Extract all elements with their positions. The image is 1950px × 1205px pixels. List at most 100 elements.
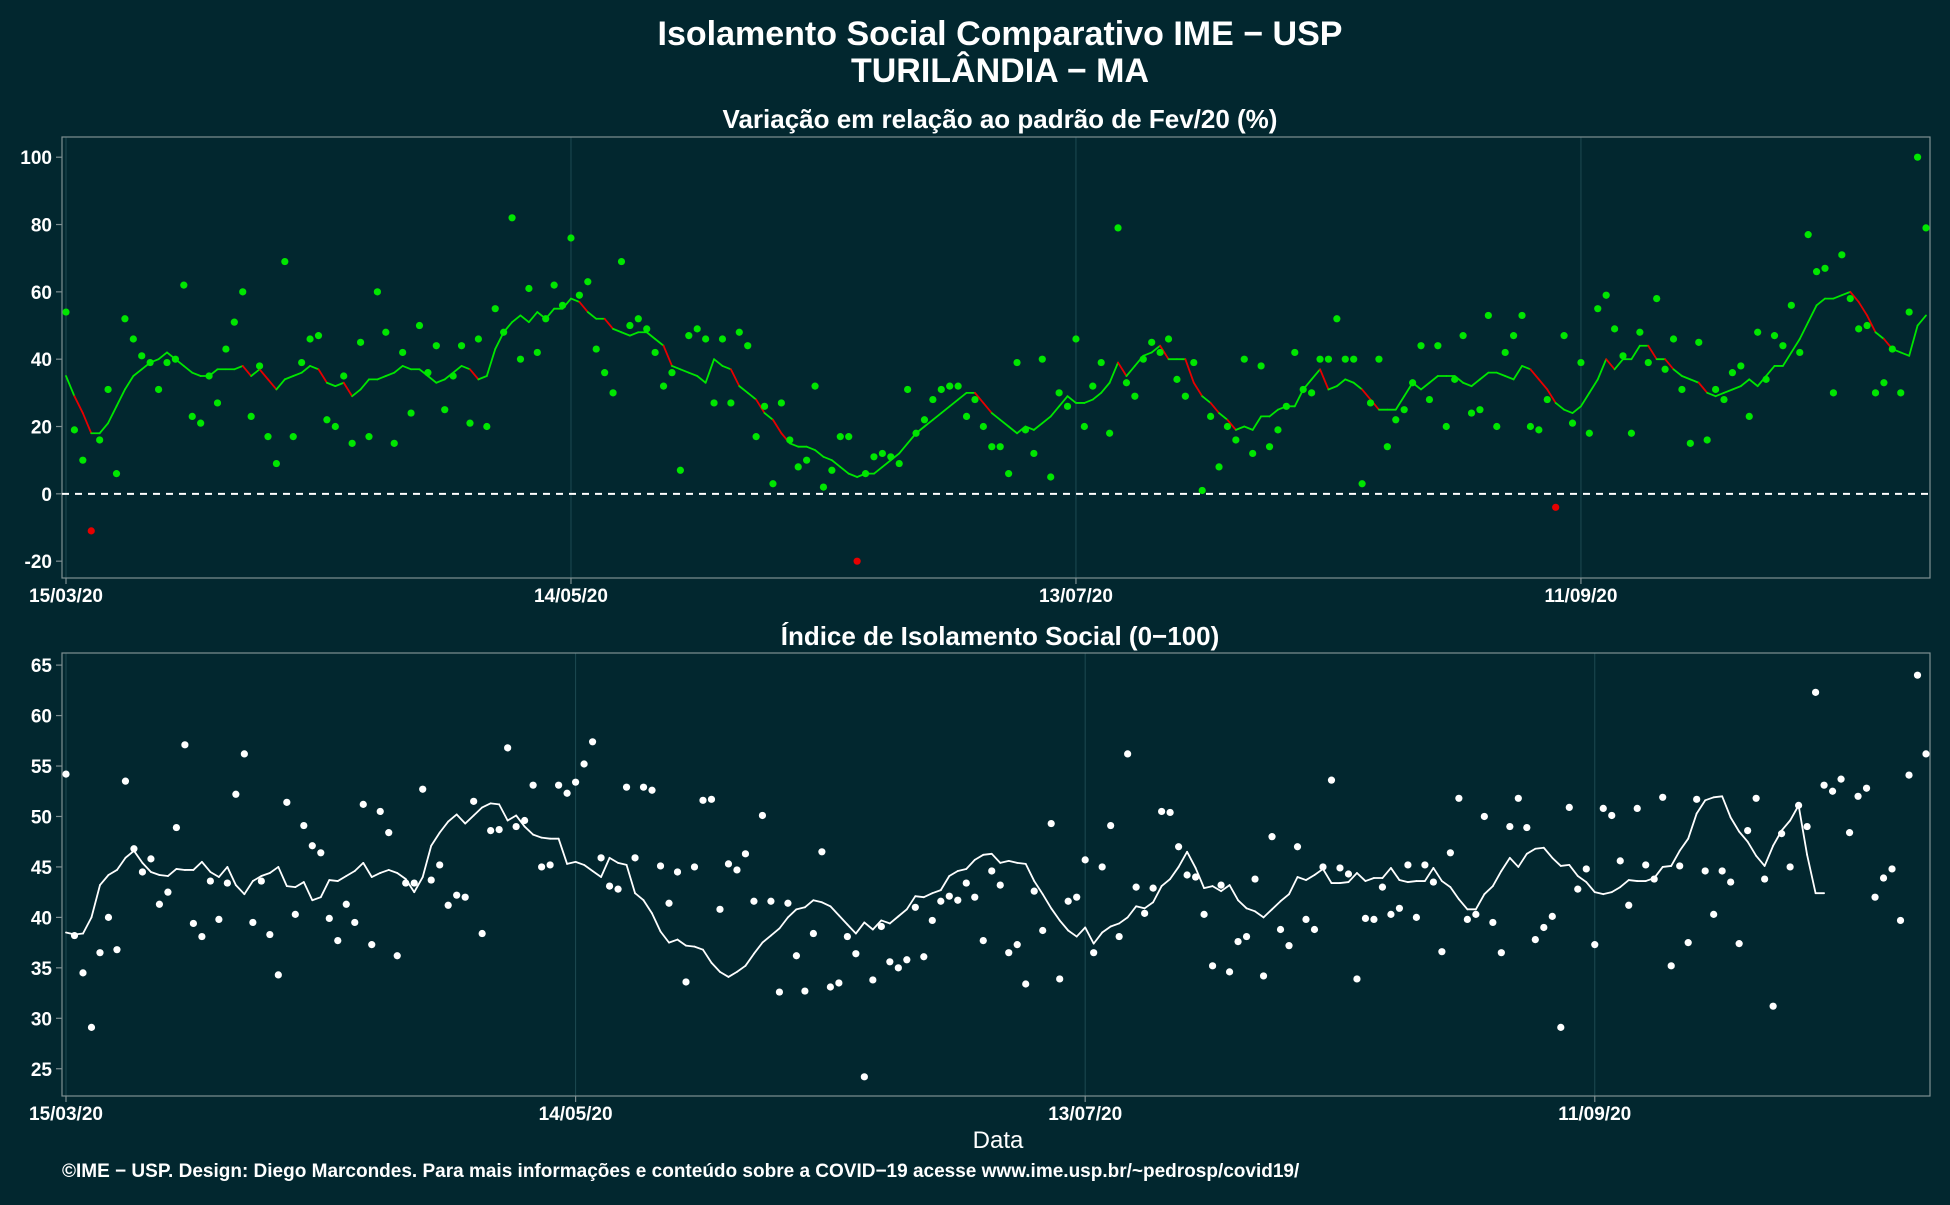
trend-line-segment	[157, 351, 168, 361]
trend-line-segment	[90, 884, 101, 919]
trend-line-segment	[1339, 881, 1350, 884]
trend-line-segment	[839, 466, 850, 475]
trend-line-segment	[957, 391, 968, 401]
trend-line-segment	[192, 860, 203, 871]
trend-line-segment	[1714, 391, 1725, 398]
data-point	[1164, 335, 1173, 343]
trend-line-segment	[687, 371, 699, 377]
data-point	[727, 399, 735, 407]
trend-line-segment	[1428, 375, 1439, 384]
trend-line-segment	[481, 802, 492, 809]
data-point	[1862, 784, 1871, 792]
data-point	[870, 453, 878, 461]
data-point	[1493, 422, 1501, 431]
trend-line-segment	[1420, 381, 1431, 391]
data-point	[1871, 893, 1879, 901]
trend-line-segment	[770, 927, 781, 937]
trend-line-segment	[788, 442, 800, 448]
data-point	[1770, 332, 1779, 340]
data-point	[1769, 1002, 1777, 1010]
trend-line-segment	[645, 331, 657, 340]
data-point	[954, 382, 962, 390]
trend-line-segment	[413, 876, 424, 894]
trend-line-segment	[1091, 391, 1103, 401]
data-point	[1745, 412, 1753, 421]
data-point	[1375, 355, 1383, 363]
trend-line-segment	[1672, 368, 1683, 377]
y-tick-label: 100	[20, 148, 52, 169]
data-point	[264, 433, 272, 441]
data-point	[1370, 915, 1378, 924]
trend-line-segment	[704, 358, 715, 384]
data-point	[853, 557, 861, 565]
trend-line-segment	[1016, 861, 1027, 865]
data-point	[1198, 486, 1206, 495]
trend-line-segment	[334, 381, 345, 388]
trend-line-segment	[1177, 850, 1188, 868]
trend-line-segment	[625, 864, 636, 895]
trend-line-segment	[1798, 321, 1810, 340]
data-point	[752, 433, 760, 441]
data-point	[1552, 503, 1560, 511]
data-point	[1506, 822, 1514, 831]
data-point	[1905, 308, 1913, 316]
trend-line-segment	[379, 869, 390, 874]
trend-line-segment	[685, 944, 696, 948]
trend-line-segment	[1344, 378, 1355, 384]
trend-line-segment	[1610, 886, 1622, 894]
data-point	[1208, 962, 1217, 970]
data-point	[300, 821, 308, 830]
trend-line-segment	[1262, 908, 1273, 919]
data-point	[1514, 794, 1522, 802]
trend-line-segment	[1118, 916, 1129, 925]
data-point	[223, 879, 231, 887]
data-point	[682, 978, 690, 986]
data-point	[1644, 358, 1652, 367]
trend-line-segment	[1661, 865, 1673, 868]
data-point	[1268, 833, 1276, 841]
trend-line-segment	[1521, 365, 1532, 371]
data-point	[373, 288, 382, 296]
trend-line-segment	[1356, 872, 1367, 882]
trend-line-segment	[430, 831, 441, 847]
trend-line-segment	[1271, 900, 1282, 911]
trend-line-segment	[1857, 301, 1868, 317]
trend-line-segment	[1228, 884, 1239, 902]
data-point	[1667, 962, 1675, 970]
data-point	[521, 816, 529, 825]
panel1-title: Variação em relação ao padrão de Fev/20 …	[723, 104, 1278, 134]
data-point	[533, 348, 541, 357]
data-point	[298, 358, 306, 367]
y-tick-label: 60	[31, 283, 52, 304]
trend-line-segment	[277, 866, 288, 888]
data-point	[887, 453, 895, 461]
trend-line-segment	[1041, 415, 1052, 425]
trend-line-segment	[1211, 885, 1222, 893]
data-point	[1737, 362, 1745, 370]
data-point	[1097, 358, 1105, 367]
trend-line-segment	[772, 418, 783, 435]
data-point	[138, 868, 147, 876]
trend-line-segment	[1142, 351, 1153, 357]
data-point	[877, 922, 885, 931]
trend-line-segment	[1470, 378, 1481, 388]
trend-line-segment	[1327, 385, 1338, 391]
data-point	[1854, 792, 1862, 800]
data-point	[651, 348, 659, 357]
trend-line-segment	[873, 466, 884, 475]
data-point	[393, 952, 401, 960]
data-point	[239, 288, 247, 296]
trend-line-segment	[141, 861, 152, 873]
trend-line-segment	[167, 868, 178, 877]
data-point	[836, 433, 844, 441]
x-tick-label: 14/05/20	[539, 1104, 613, 1125]
data-point	[1215, 463, 1223, 471]
data-point	[1669, 335, 1678, 343]
data-point	[453, 891, 461, 899]
data-point	[1761, 875, 1769, 883]
trend-line-segment	[81, 412, 93, 435]
trend-line-segment	[200, 860, 212, 873]
data-point	[500, 328, 508, 336]
data-point	[180, 281, 188, 289]
trend-line-segment	[999, 418, 1010, 428]
